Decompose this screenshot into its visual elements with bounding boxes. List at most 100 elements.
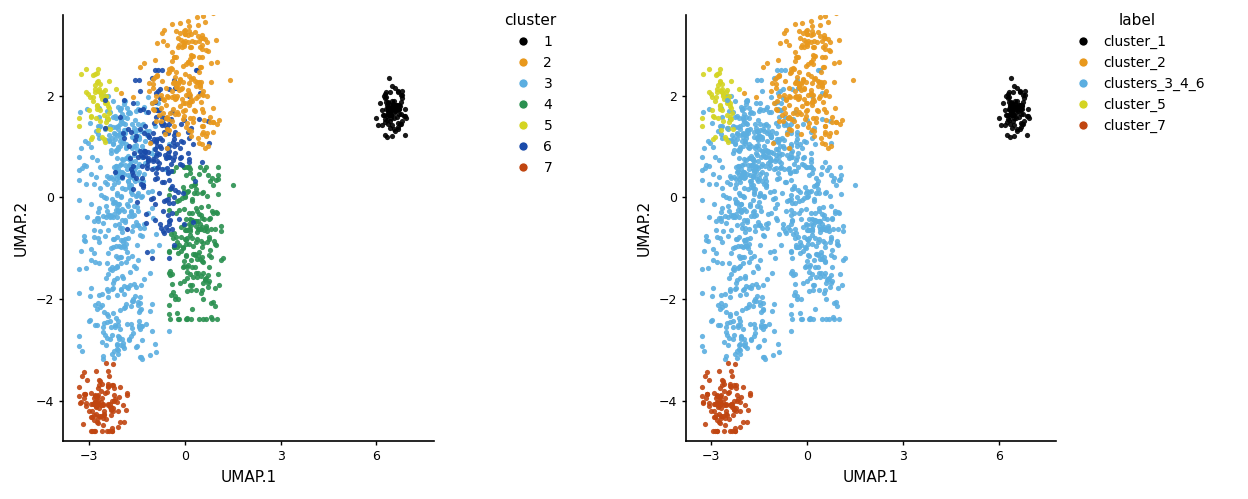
Point [203,118,223,126]
Point [746,162,766,170]
Point [106,171,126,179]
Point [158,206,178,214]
Point [95,92,115,100]
Point [988,114,1008,122]
Point [821,216,841,224]
Point [166,80,186,88]
Point [120,173,140,181]
Point [372,106,392,114]
Point [761,148,781,156]
Point [384,84,404,92]
Point [758,122,778,130]
Point [107,145,127,153]
Point [132,322,152,330]
Point [181,91,201,99]
Point [95,99,115,107]
Point [778,165,797,173]
Point [120,161,140,169]
Point [729,233,749,241]
Point [160,85,180,93]
Point [102,184,122,192]
Point [781,129,801,137]
Point [111,341,131,349]
Point [796,221,816,229]
Point [81,112,101,120]
Point [711,123,731,131]
Point [131,194,151,202]
Point [733,106,753,114]
Point [815,286,835,294]
Point [126,283,146,291]
Point [382,121,402,129]
Point [139,156,158,164]
Point [74,233,94,241]
Point [125,136,145,144]
Point [107,254,127,262]
Point [780,211,800,219]
Point [186,217,206,225]
Point [711,238,731,246]
Point [106,233,126,241]
Point [157,69,177,77]
Point [201,78,221,86]
Point [699,376,719,384]
Point [819,315,839,323]
Point [382,132,402,140]
Point [1008,103,1028,111]
Point [112,155,132,163]
Point [815,189,835,197]
Point [720,318,740,326]
Point [821,233,841,241]
Point [396,114,416,122]
Point [725,213,745,221]
Point [190,43,210,51]
Point [160,216,180,224]
Point [188,32,208,40]
Point [734,174,754,182]
Point [770,105,790,113]
Point [124,124,144,132]
Point [102,139,122,147]
Point [105,168,125,176]
Point [101,146,121,154]
Point [180,281,200,289]
Point [821,139,841,147]
Point [809,204,829,212]
Point [726,129,746,137]
Point [94,111,114,119]
Point [150,111,170,119]
Point [701,407,721,415]
Point [162,117,182,125]
Point [192,286,212,294]
Point [112,205,132,213]
Point [755,355,775,363]
Point [117,154,137,162]
Point [208,190,228,198]
Point [755,232,775,240]
Point [386,103,406,111]
Point [147,105,167,113]
Point [729,162,749,170]
Point [110,220,130,228]
Point [1015,94,1035,102]
Point [191,63,211,71]
Point [105,130,125,138]
Point [1000,133,1020,141]
Point [371,99,391,107]
Point [782,267,802,275]
Point [137,157,157,165]
Point [730,346,750,354]
Point [119,177,139,185]
Point [177,263,197,271]
Point [178,57,198,65]
Point [709,367,729,375]
Point [765,254,785,262]
Point [749,107,769,115]
Point [126,107,146,115]
Point [102,381,122,389]
Point [175,99,195,107]
Point [710,400,730,408]
Point [825,174,845,182]
Point [706,71,726,79]
Point [180,101,200,109]
